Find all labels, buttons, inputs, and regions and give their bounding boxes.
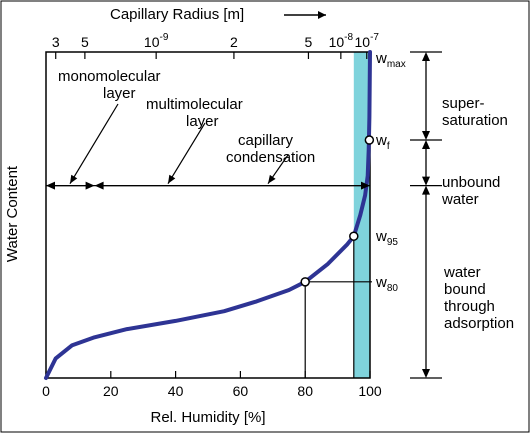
top-tick-label: 5: [305, 34, 313, 50]
mono-pointer-head: [70, 174, 78, 184]
x-axis-title: Rel. Humidity [%]: [150, 409, 265, 426]
annotation-multi: multimolecular: [146, 96, 243, 113]
x-tick-label: 40: [168, 383, 184, 399]
supersaturation-arrow-head-top: [422, 52, 430, 61]
region-label-bound: bound: [444, 281, 486, 298]
region-label-unbound: unbound: [442, 174, 500, 191]
top-tick-label: 2: [230, 34, 238, 50]
label-wmax: wmax: [375, 50, 406, 70]
marked-point-95: [349, 231, 359, 241]
label-w80: w80: [375, 274, 398, 294]
bound-arrow-head-top: [422, 185, 430, 195]
unbound-arrow-head-top: [422, 140, 430, 150]
multi-pointer-head: [168, 174, 176, 184]
label-wf: wf: [375, 132, 390, 152]
region-label-unbound: water: [441, 191, 479, 208]
top-tick-label: 10-9: [144, 32, 169, 50]
top-tick-label: 5: [81, 34, 89, 50]
marked-point-80: [300, 277, 310, 287]
top-axis-title: Capillary Radius [m]: [110, 6, 244, 23]
annotation-multi: layer: [186, 113, 219, 130]
region-label-bound: water: [443, 264, 481, 281]
x-tick-label: 20: [103, 383, 119, 399]
top-tick-label: 10-7: [355, 32, 380, 50]
capillary-pointer-head: [268, 174, 276, 184]
unbound-arrow-head-bottom: [422, 176, 430, 186]
supersaturation-arrow-head-bottom: [422, 131, 430, 141]
bound-arrow-head-bottom: [422, 369, 430, 378]
annotation-capillary: condensation: [226, 149, 315, 166]
top-tick-label: 3: [52, 34, 60, 50]
region-label-bound: through: [444, 298, 495, 315]
label-w95: w95: [375, 228, 398, 248]
region-label-supersaturation: super-: [442, 95, 485, 112]
mono-pointer: [69, 103, 119, 184]
top-axis-arrowhead: [318, 11, 326, 19]
x-tick-label: 60: [233, 383, 249, 399]
region-label-supersaturation: saturation: [442, 112, 508, 129]
top-tick-label: 10-8: [329, 32, 354, 50]
annotation-capillary: capillary: [238, 132, 294, 149]
annotation-mono: monomolecular: [58, 68, 161, 85]
x-tick-label: 80: [297, 383, 313, 399]
region-label-bound: adsorption: [444, 315, 514, 332]
x-tick-label: 0: [42, 383, 50, 399]
annotation-mono: layer: [103, 85, 136, 102]
marked-point-f: [364, 135, 375, 145]
plot-frame: [45, 51, 371, 379]
y-axis-title: Water Content: [4, 165, 21, 262]
x-tick-label: 100: [358, 383, 382, 399]
multi-pointer: [167, 122, 206, 184]
